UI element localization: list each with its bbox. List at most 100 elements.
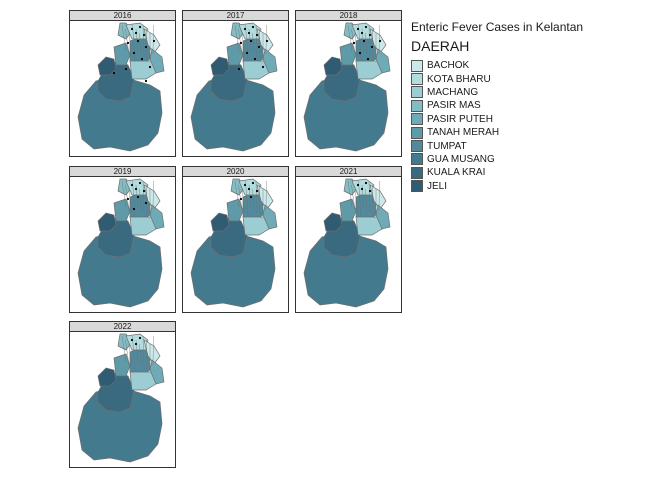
mukim-boundary [358,180,362,217]
mukim-boundary [139,188,142,211]
case-point [257,45,261,49]
panel-year-label: 2018 [295,10,402,21]
mukim-boundary [368,180,371,214]
district-polygon [226,42,244,66]
mukim-boundary [234,180,240,208]
panel-year-label: 2017 [182,10,289,21]
mukim-boundary [245,180,249,217]
legend-swatch [411,153,423,166]
mukim-boundary [121,180,127,208]
legend-subtitle: DAERAH [411,38,470,54]
mukim-boundary [255,24,258,58]
district-polygon [210,212,230,232]
case-point [124,67,128,71]
kelantan-map [77,333,165,463]
case-point [261,65,265,69]
mukim-boundary [372,184,374,217]
legend-swatch [411,73,423,86]
mukim-boundary [121,335,127,363]
case-point [126,41,130,45]
case-point [132,51,136,55]
legend-label: PASIR PUTEH [427,113,493,125]
legend-item: PASIR PUTEH [411,113,499,126]
mukim-boundary [125,184,130,211]
case-point [152,39,156,43]
case-point [360,187,364,191]
mukim-boundary [354,188,359,214]
mukim-boundary [146,184,148,217]
case-point [136,195,140,199]
case-point [126,197,130,201]
legend-swatch [411,59,423,72]
district-polygon [226,198,244,222]
legend-title: Enteric Fever Cases in Kelantan [411,20,584,34]
legend-swatch [411,86,423,99]
mukim-boundary [378,24,380,55]
district-polygon [113,42,131,66]
panel-year-label: 2020 [182,166,289,177]
mukim-boundary [354,32,359,58]
map-panel: 2017 [182,10,289,157]
panel-year-label: 2016 [69,10,176,21]
case-point [243,27,247,31]
mukim-boundary [238,184,243,211]
legend-label: BACHOK [427,60,470,72]
district-polygon [210,56,230,76]
case-point [130,338,134,342]
district-polygon [262,204,278,230]
mukim-boundary [252,188,255,211]
district-polygon [143,28,161,54]
case-point [237,67,241,71]
legend-label: KOTA BHARU [427,73,491,85]
case-point [356,183,360,187]
panel-year-label: 2019 [69,166,176,177]
mukim-boundary [347,24,353,52]
case-point [360,31,364,35]
district-polygon [339,42,357,66]
map-frame [295,177,402,313]
legend-item: TANAH MERAH [411,126,499,139]
case-point [378,39,382,43]
district-polygon [97,212,117,232]
mukim-boundary [358,24,362,61]
district-polygon [97,56,117,76]
case-point [366,57,370,61]
mukim-boundary [351,28,356,55]
case-point [138,181,142,185]
mukim-boundary [146,339,148,372]
mukim-boundary [378,180,380,211]
mukim-boundary [132,24,136,61]
legend-item: KOTA BHARU [411,72,499,86]
legend-label: GUA MUSANG [427,153,495,165]
legend-item: MACHANG [411,86,499,99]
map-panel: 2016 [69,10,176,157]
map-panel: 2021 [295,166,402,313]
case-point [144,45,148,49]
district-polygon [323,56,343,76]
legend-item: TUMPAT [411,139,499,153]
case-point [370,45,374,49]
district-polygon [369,28,387,54]
map-frame [182,21,289,157]
legend-swatch [411,140,423,153]
mukim-boundary [365,32,368,55]
mukim-boundary [142,180,145,214]
case-point [144,201,148,205]
mukim-boundary [139,343,142,366]
case-point [144,79,148,83]
panel-year-label: 2021 [295,166,402,177]
legend-swatch [411,113,423,126]
mukim-boundary [265,24,267,55]
legend-label: TANAH MERAH [427,127,500,139]
mukim-boundary [347,180,353,208]
district-polygon [113,353,131,377]
legend-label: PASIR MAS [427,100,481,112]
map-panel: 2018 [295,10,402,157]
case-point [265,39,269,43]
district-polygon [256,28,274,54]
mukim-boundary [125,28,130,55]
district-polygon [149,204,165,230]
case-point [239,41,243,45]
mukim-boundary [368,24,371,58]
case-point [142,189,146,193]
